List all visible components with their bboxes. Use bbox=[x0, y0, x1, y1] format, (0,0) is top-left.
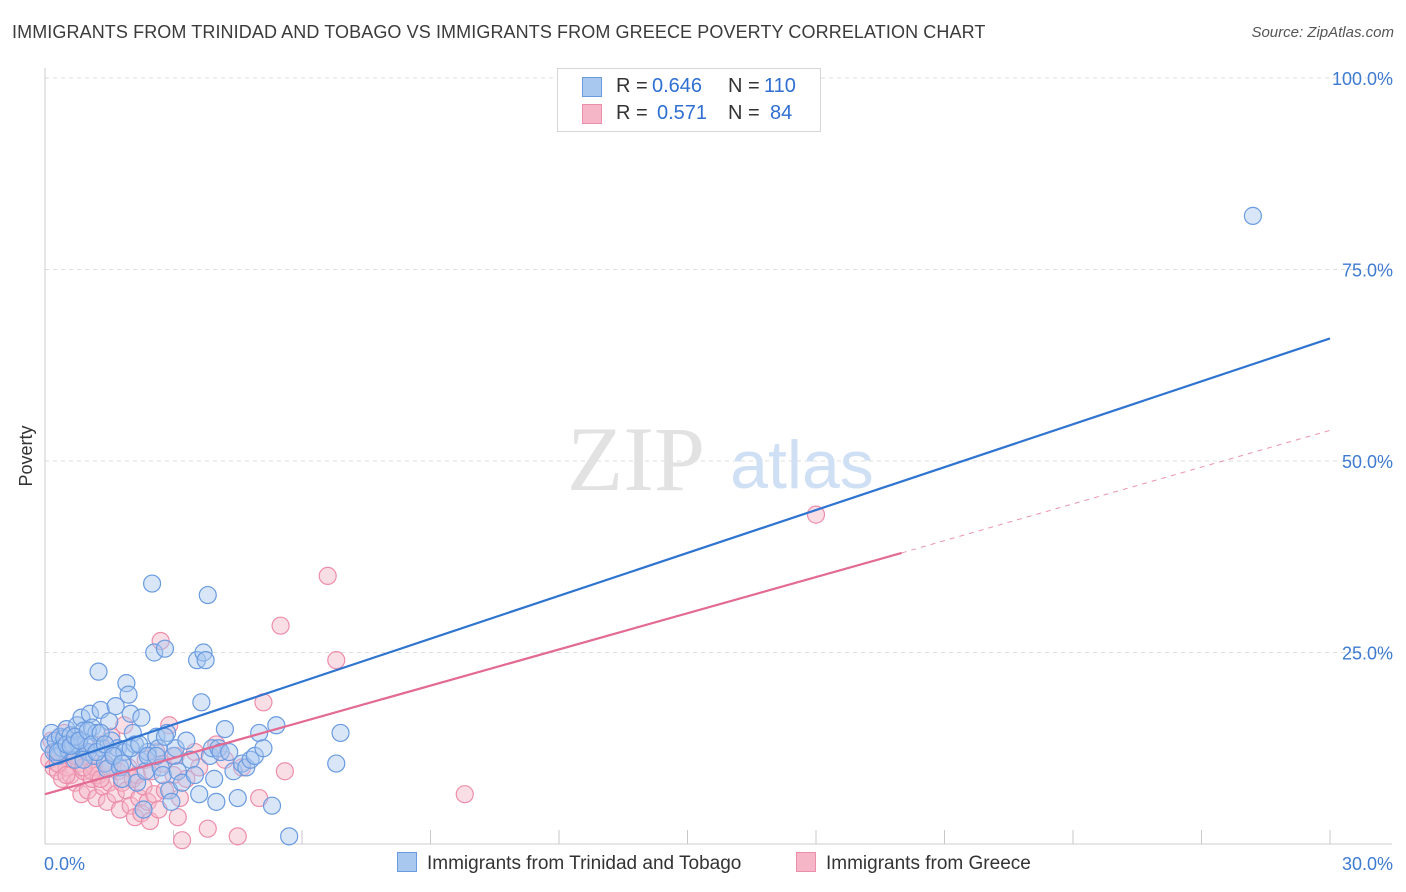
trinidad-point bbox=[142, 574, 162, 593]
trinidad-trend-line bbox=[44, 337, 1331, 769]
legend-r-value: 0.571 bbox=[657, 102, 708, 124]
trinidad-point bbox=[1243, 206, 1263, 225]
trinidad-point bbox=[327, 754, 346, 773]
y-tick-label: 100.0% bbox=[1332, 69, 1393, 89]
trinidad-point bbox=[153, 765, 172, 785]
greece-point bbox=[57, 765, 76, 785]
greece-point bbox=[455, 785, 474, 804]
trinidad-point bbox=[89, 662, 108, 681]
trinidad-point bbox=[145, 643, 164, 662]
greece-point bbox=[327, 651, 346, 670]
trinidad-point bbox=[134, 800, 153, 819]
trinidad-point bbox=[162, 792, 181, 811]
legend-n-label: N = bbox=[728, 102, 760, 124]
legend-n-label: N = bbox=[728, 75, 760, 97]
x-tick-label: 0.0% bbox=[44, 854, 85, 874]
legend-n-value: 84 bbox=[770, 102, 793, 124]
greece-trend-extension bbox=[901, 429, 1331, 554]
watermark-zip: ZIP bbox=[567, 408, 705, 510]
trinidad-point bbox=[155, 639, 175, 658]
trinidad-point bbox=[132, 708, 151, 727]
chart-title: IMMIGRANTS FROM TRINIDAD AND TOBAGO VS I… bbox=[12, 22, 986, 42]
source-label: Source: ZipAtlas.com bbox=[1251, 24, 1394, 41]
trinidad-point bbox=[190, 785, 209, 804]
stats-legend: R = 0.646 N = 110 R = 0.571 N = 84 bbox=[557, 68, 821, 132]
trinidad-point bbox=[280, 827, 299, 846]
trinidad-point bbox=[192, 693, 211, 712]
trinidad-point bbox=[207, 792, 226, 811]
legend-n-value: 110 bbox=[764, 75, 796, 97]
trinidad-point bbox=[106, 697, 125, 716]
y-tick-label: 75.0% bbox=[1342, 261, 1393, 281]
trinidad-point bbox=[228, 788, 247, 808]
legend-r-value: 0.646 bbox=[652, 75, 703, 97]
trinidad-point bbox=[119, 685, 138, 704]
bottom-legend-swatch-pink bbox=[796, 852, 816, 872]
bottom-legend-label: Immigrants from Greece bbox=[826, 853, 1031, 874]
x-axis-tick-labels: 0.0% 30.0% bbox=[44, 854, 1393, 874]
grid-lines bbox=[44, 68, 1392, 845]
trinidad-point bbox=[177, 731, 196, 750]
trinidad-point bbox=[331, 723, 350, 743]
trinidad-point bbox=[198, 585, 217, 605]
trinidad-point bbox=[220, 742, 239, 762]
greece-point bbox=[228, 827, 247, 846]
greece-point bbox=[110, 800, 130, 819]
bottom-legend-label: Immigrants from Trinidad and Tobago bbox=[427, 853, 742, 874]
trinidad-point bbox=[155, 727, 175, 746]
bottom-legend-series2: Immigrants from Greece bbox=[796, 852, 1031, 875]
y-tick-label: 25.0% bbox=[1342, 644, 1393, 664]
trinidad-point bbox=[91, 723, 110, 743]
trinidad-point bbox=[185, 765, 205, 785]
trinidad-point bbox=[215, 719, 234, 739]
legend-r-label: R = bbox=[616, 75, 648, 97]
trinidad-point bbox=[121, 704, 140, 723]
greece-point bbox=[168, 808, 187, 827]
greece-point bbox=[198, 819, 217, 838]
legend-swatch-blue bbox=[582, 77, 602, 97]
greece-point bbox=[130, 788, 149, 808]
bottom-legend-swatch-blue bbox=[397, 852, 417, 872]
legend-r-label: R = bbox=[616, 102, 648, 124]
legend-swatch-pink bbox=[582, 104, 602, 124]
y-axis-label: Poverty bbox=[16, 425, 36, 486]
trinidad-point bbox=[147, 746, 166, 766]
greece-point bbox=[155, 781, 175, 800]
trinidad-point bbox=[117, 674, 136, 693]
trinidad-point bbox=[61, 736, 80, 756]
y-axis-tick-labels: 25.0% 50.0% 75.0% 100.0% bbox=[1332, 69, 1393, 664]
greece-point bbox=[172, 831, 192, 850]
trinidad-point bbox=[262, 796, 282, 815]
greece-point bbox=[271, 616, 290, 635]
y-tick-label: 50.0% bbox=[1342, 452, 1393, 472]
greece-point bbox=[127, 765, 147, 785]
trinidad-point bbox=[112, 754, 132, 773]
trinidad-point bbox=[168, 762, 187, 781]
bottom-legend-series1: Immigrants from Trinidad and Tobago bbox=[397, 852, 741, 875]
watermark-atlas: atlas bbox=[730, 427, 874, 503]
trinidad-point bbox=[196, 651, 215, 670]
watermark: ZIP atlas bbox=[567, 408, 874, 510]
greece-trend-line bbox=[44, 551, 902, 796]
trinidad-point bbox=[254, 739, 273, 758]
greece-point bbox=[318, 566, 337, 586]
greece-point bbox=[87, 788, 106, 808]
greece-point bbox=[275, 762, 294, 781]
trinidad-point bbox=[205, 769, 224, 788]
x-tick-label: 30.0% bbox=[1342, 854, 1393, 874]
